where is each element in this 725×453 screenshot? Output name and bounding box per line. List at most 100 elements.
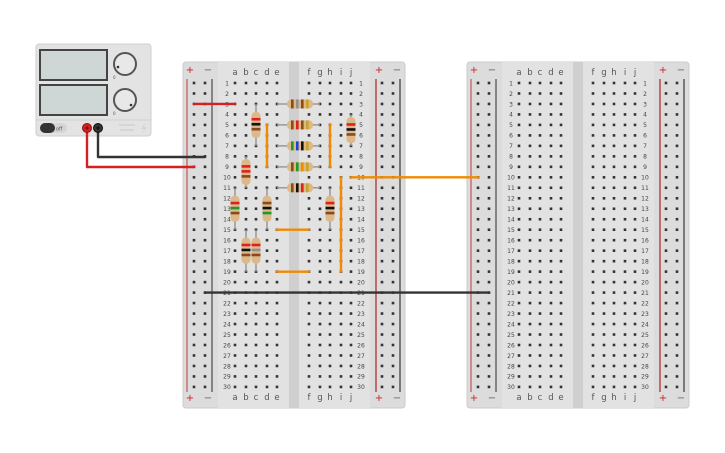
breadboard-hole[interactable] [328, 102, 332, 106]
breadboard-hole[interactable] [265, 176, 269, 179]
power-supply[interactable]: 0 0 off [35, 43, 152, 137]
breadboard-hole[interactable] [549, 343, 553, 347]
breadboard-hole[interactable] [339, 364, 343, 368]
breadboard-hole[interactable] [476, 385, 480, 389]
breadboard-hole[interactable] [623, 322, 627, 326]
breadboard-hole[interactable] [591, 375, 595, 378]
breadboard-hole[interactable] [275, 207, 279, 211]
breadboard-hole[interactable] [380, 312, 384, 315]
breadboard-hole[interactable] [538, 155, 542, 158]
breadboard-hole[interactable] [192, 291, 196, 294]
breadboard-hole[interactable] [192, 312, 196, 315]
breadboard-hole[interactable] [675, 364, 679, 368]
breadboard-hole[interactable] [476, 354, 480, 357]
breadboard-hole[interactable] [623, 301, 627, 305]
breadboard-hole[interactable] [633, 186, 637, 190]
breadboard-hole[interactable] [517, 228, 521, 232]
breadboard-hole[interactable] [664, 207, 668, 211]
breadboard-hole[interactable] [559, 375, 563, 378]
breadboard-hole[interactable] [602, 207, 606, 211]
breadboard-hole[interactable] [549, 134, 553, 137]
breadboard-hole[interactable] [602, 81, 606, 85]
breadboard-hole[interactable] [528, 322, 532, 326]
breadboard-hole[interactable] [244, 207, 248, 211]
breadboard-hole[interactable] [549, 354, 553, 357]
breadboard-hole[interactable] [612, 280, 616, 284]
breadboard-hole[interactable] [675, 123, 679, 127]
breadboard-hole[interactable] [664, 343, 668, 347]
breadboard-hole[interactable] [391, 81, 395, 85]
breadboard-hole[interactable] [675, 217, 679, 221]
breadboard-hole[interactable] [517, 343, 521, 347]
breadboard-hole[interactable] [591, 176, 595, 179]
breadboard-hole[interactable] [391, 280, 395, 284]
breadboard-hole[interactable] [633, 196, 637, 200]
breadboard-hole[interactable] [265, 238, 269, 242]
breadboard-hole[interactable] [538, 123, 542, 127]
breadboard-hole[interactable] [623, 207, 627, 211]
breadboard-hole[interactable] [339, 354, 343, 357]
breadboard-hole[interactable] [612, 92, 616, 95]
breadboard-hole[interactable] [623, 270, 627, 273]
breadboard-hole[interactable] [254, 301, 258, 305]
breadboard-hole[interactable] [391, 301, 395, 305]
breadboard-hole[interactable] [275, 238, 279, 242]
breadboard-hole[interactable] [633, 92, 637, 95]
breadboard-hole[interactable] [192, 280, 196, 284]
breadboard-hole[interactable] [633, 113, 637, 116]
breadboard-hole[interactable] [391, 385, 395, 389]
breadboard-hole[interactable] [275, 217, 279, 221]
breadboard-hole[interactable] [476, 144, 480, 148]
breadboard-hole[interactable] [591, 102, 595, 106]
breadboard-hole[interactable] [528, 217, 532, 221]
breadboard-hole[interactable] [254, 176, 258, 179]
breadboard-hole[interactable] [633, 291, 637, 294]
breadboard-hole[interactable] [233, 322, 237, 326]
breadboard-hole[interactable] [349, 354, 353, 357]
breadboard-hole[interactable] [664, 217, 668, 221]
breadboard-hole[interactable] [633, 259, 637, 263]
breadboard-hole[interactable] [476, 333, 480, 336]
breadboard-hole[interactable] [203, 207, 207, 211]
breadboard-hole[interactable] [591, 123, 595, 127]
breadboard-hole[interactable] [244, 217, 248, 221]
breadboard-hole[interactable] [307, 375, 311, 378]
breadboard-hole[interactable] [664, 270, 668, 273]
breadboard-hole[interactable] [349, 375, 353, 378]
breadboard-hole[interactable] [349, 81, 353, 85]
breadboard-hole[interactable] [538, 333, 542, 336]
breadboard-hole[interactable] [528, 123, 532, 127]
breadboard-hole[interactable] [349, 238, 353, 242]
breadboard-hole[interactable] [623, 375, 627, 378]
breadboard-hole[interactable] [265, 301, 269, 305]
breadboard-hole[interactable] [664, 322, 668, 326]
breadboard-hole[interactable] [487, 312, 491, 315]
breadboard-hole[interactable] [265, 270, 269, 273]
breadboard-hole[interactable] [664, 155, 668, 158]
breadboard-hole[interactable] [623, 364, 627, 368]
breadboard-hole[interactable] [254, 333, 258, 336]
breadboard-hole[interactable] [349, 207, 353, 211]
breadboard-hole[interactable] [275, 343, 279, 347]
breadboard-hole[interactable] [203, 217, 207, 221]
breadboard-hole[interactable] [275, 81, 279, 85]
breadboard-hole[interactable] [307, 238, 311, 242]
breadboard-hole[interactable] [339, 280, 343, 284]
breadboard-hole[interactable] [517, 291, 521, 294]
breadboard-hole[interactable] [476, 280, 480, 284]
breadboard-hole[interactable] [602, 291, 606, 294]
breadboard-hole[interactable] [633, 123, 637, 127]
breadboard-hole[interactable] [602, 375, 606, 378]
breadboard-hole[interactable] [623, 259, 627, 263]
breadboard-hole[interactable] [487, 123, 491, 127]
breadboard-hole[interactable] [538, 81, 542, 85]
resistor[interactable] [251, 103, 261, 146]
breadboard-hole[interactable] [307, 259, 311, 263]
breadboard-hole[interactable] [623, 228, 627, 232]
breadboard-hole[interactable] [538, 312, 542, 315]
breadboard-hole[interactable] [254, 280, 258, 284]
breadboard-hole[interactable] [675, 280, 679, 284]
breadboard-hole[interactable] [623, 217, 627, 221]
breadboard-hole[interactable] [192, 364, 196, 368]
breadboard-hole[interactable] [559, 291, 563, 294]
